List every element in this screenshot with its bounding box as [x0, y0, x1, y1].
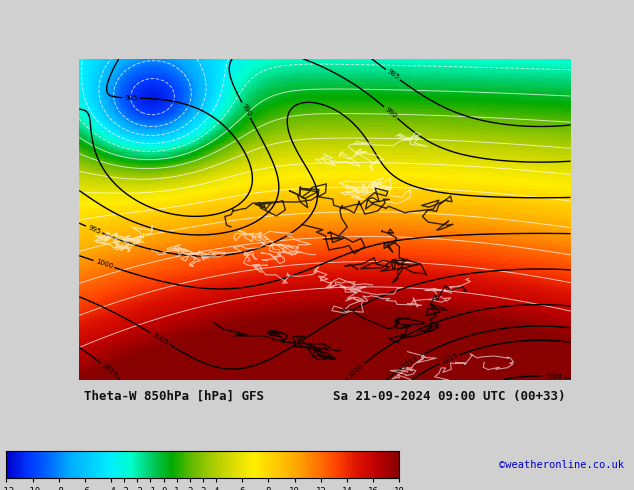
- Text: 1010: 1010: [100, 362, 118, 378]
- Text: 995: 995: [87, 224, 101, 235]
- Text: 985: 985: [385, 68, 400, 81]
- Text: ©weatheronline.co.uk: ©weatheronline.co.uk: [500, 461, 624, 470]
- Text: 1000: 1000: [94, 258, 113, 270]
- Text: 1020: 1020: [544, 373, 562, 380]
- Text: 1013: 1013: [401, 355, 419, 369]
- Text: Sa 21-09-2024 09:00 UTC (00+33): Sa 21-09-2024 09:00 UTC (00+33): [333, 390, 566, 403]
- Text: 990: 990: [240, 103, 252, 118]
- Text: 985: 985: [124, 95, 138, 101]
- Text: 1005: 1005: [151, 331, 169, 346]
- Text: 990: 990: [384, 106, 398, 119]
- Text: Theta-W 850hPa [hPa] GFS: Theta-W 850hPa [hPa] GFS: [84, 390, 264, 403]
- Text: 1010: 1010: [347, 363, 365, 379]
- Text: 1015: 1015: [440, 352, 459, 365]
